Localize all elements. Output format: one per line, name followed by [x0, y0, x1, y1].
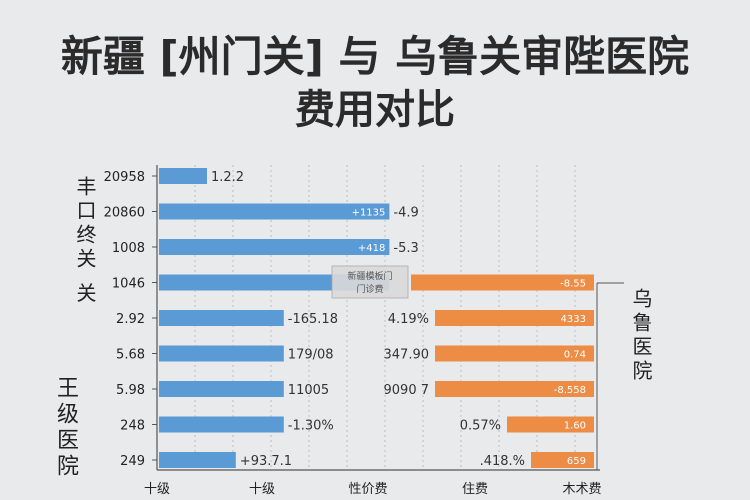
x-tick-label-2: 性价费	[348, 482, 387, 497]
left-bar-2	[159, 239, 390, 255]
left-bar-8	[159, 452, 236, 468]
left-bar-outer-label-0: 1.2.2	[211, 170, 244, 185]
left-bar-outer-label-4: -165.18	[288, 312, 338, 327]
right-bar-3	[411, 274, 594, 291]
left-bar-inner-label-1: +1135	[352, 208, 386, 219]
left-bar-6	[159, 381, 284, 397]
left-bar-0	[159, 168, 207, 184]
row-label-3: 1046	[112, 277, 145, 292]
left-bottom-label: 王级医院	[53, 376, 78, 480]
row-label-6: 5.98	[116, 383, 145, 398]
row-label-8: 249	[120, 454, 145, 469]
left-bar-inner-label-2: +418	[358, 243, 385, 254]
left-side-label: 丰口终关 关	[73, 176, 97, 307]
row-label-7: 248	[120, 419, 145, 434]
left-bar-5	[159, 345, 284, 362]
right-bar-5	[435, 345, 594, 362]
chart-title-line2: 费用对比	[295, 87, 455, 133]
right-bar-inner-label-5: 0.74	[564, 350, 586, 361]
right-bar-inner-label-8: 659	[567, 456, 586, 467]
right-bar-outer-label-5: 347.90	[384, 348, 430, 363]
left-bar-outer-label-2: -5.3	[393, 241, 418, 256]
left-bar-4	[159, 310, 284, 326]
row-label-5: 5.68	[116, 348, 145, 363]
row-label-0: 20958	[104, 170, 145, 185]
row-label-2: 1008	[112, 241, 145, 256]
x-tick-label-3: 住费	[462, 482, 488, 497]
right-bar-inner-label-6: -8.558	[554, 385, 586, 396]
left-bar-outer-label-8: +93.7.1	[240, 454, 292, 469]
left-bar-outer-label-6: 11005	[288, 383, 329, 398]
x-tick-label-0: 十级	[144, 482, 170, 497]
right-bar-outer-label-7: 0.57%	[460, 419, 501, 434]
left-bar-7	[159, 416, 284, 433]
right-bar-outer-label-4: 4.19%	[388, 312, 429, 327]
right-bar-6	[435, 381, 594, 397]
right-bar-7	[507, 416, 594, 433]
left-bar-outer-label-1: -4.9	[393, 206, 418, 221]
row-label-4: 2.92	[116, 312, 145, 327]
right-bar-inner-label-4: 4333	[561, 314, 586, 325]
x-tick-label-4: 木术费	[562, 482, 601, 497]
right-bar-outer-label-8: .418.%	[480, 454, 525, 469]
chart-title-line1: 新疆 [州门关] 与 乌鲁关审陛医院	[60, 32, 690, 81]
x-tick-label-1: 十级	[249, 482, 275, 497]
left-bar-outer-label-5: 179/08	[288, 348, 334, 363]
legend-box	[331, 265, 409, 299]
right-bar-4	[435, 310, 594, 326]
right-bar-8	[531, 452, 594, 468]
right-side-label: 乌鲁医院	[629, 288, 653, 384]
legend-box-line2: 门诊费	[356, 283, 383, 295]
left-bar-1	[159, 203, 390, 220]
right-bar-inner-label-3: -8.55	[560, 279, 586, 290]
legend-box-line1: 新疆模板门	[347, 270, 392, 282]
row-label-1: 20860	[104, 206, 145, 221]
right-bar-inner-label-7: 1.60	[564, 421, 586, 432]
left-bar-outer-label-7: -1.30%	[288, 419, 334, 434]
right-bar-outer-label-6: 9090 7	[384, 383, 430, 398]
